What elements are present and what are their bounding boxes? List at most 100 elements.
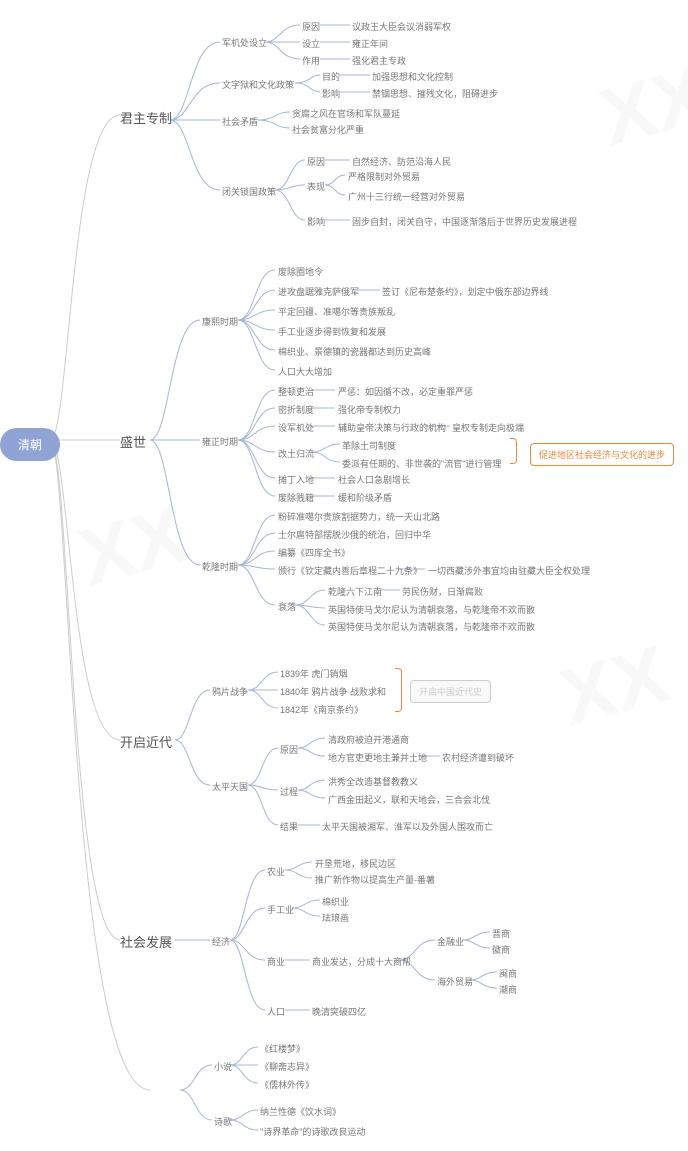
n: 乾隆时期 <box>202 560 238 573</box>
n: 签订《尼布楚条约》，划定中俄东部边界线 <box>382 285 549 298</box>
n: 清政府被迫开港通商 <box>328 733 409 746</box>
n: 军机处设立 <box>222 36 267 49</box>
n: 商业发达，分成十大商帮 <box>312 955 411 968</box>
n: 进攻盘踞雅克萨俄军 <box>278 285 359 298</box>
n: 废除贱籍 <box>278 491 314 504</box>
n: 乾隆六下江南 <box>328 585 382 598</box>
n: 影响 <box>307 215 325 228</box>
n: 农业 <box>267 865 285 878</box>
n: 1842年《南京条约》 <box>280 703 363 716</box>
n: 晋商 <box>492 927 510 940</box>
n: 金融业 <box>437 935 464 948</box>
n: 晚清突破四亿 <box>312 1005 366 1018</box>
n: 诗歌 <box>214 1115 232 1128</box>
n: 鸦片战争 <box>212 685 248 698</box>
n: 粉碎准噶尔贵族割据势力，统一天山北路 <box>278 510 440 523</box>
n: 平定回疆、准噶尔等贵族叛乱 <box>278 305 395 318</box>
n: 土尔扈特部摆脱沙俄的统治，回归中华 <box>278 528 431 541</box>
n: 广州十三行统一经营对外贸易 <box>348 190 465 203</box>
n: 皇权专制走向极端 <box>452 421 524 434</box>
n: 废除圈地令 <box>278 265 323 278</box>
n: 贪腐之风在官场和军队蔓延 <box>292 107 400 120</box>
n: 1840年 鸦片战争 战败求和 <box>280 685 386 698</box>
n: 劳民伤财，日渐腐败 <box>402 585 483 598</box>
n: 珐琅画 <box>322 911 349 924</box>
n: 广西金田起义，联和天地会，三合会北伐 <box>328 793 490 806</box>
n: 太平天国 <box>212 780 248 793</box>
n: 纳兰性德《饮水词》 <box>260 1105 341 1118</box>
co2: 开启中国近代史 <box>410 680 491 703</box>
n: 闭关锁国政策 <box>222 185 276 198</box>
n: 革除土司制度 <box>342 439 396 452</box>
n: 严惩：如因循不改，必定重罪严惩 <box>338 385 473 398</box>
brace <box>510 438 517 464</box>
n: 原因 <box>280 743 298 756</box>
n: 《聊斋志异》 <box>260 1060 314 1073</box>
n: 地方官吏更地主兼并土地 <box>328 751 427 764</box>
co1: 促进地区社会经济与文化的进步 <box>530 443 674 466</box>
n: 棉织业、景德镇的瓷器都达到历史高峰 <box>278 345 431 358</box>
n: 辅助皇帝决策与行政的机构 <box>338 421 446 434</box>
n: 社会贫富分化严重 <box>292 123 364 136</box>
n: 徽商 <box>492 943 510 956</box>
n: 经济 <box>212 935 230 948</box>
n: 康熙时期 <box>202 315 238 328</box>
n: 推广新作物以提高生产量-番薯 <box>315 873 435 886</box>
n: 委派有任期的、非世袭的"流官"进行管理 <box>342 457 501 470</box>
n: 文字狱和文化政策 <box>222 78 294 91</box>
n: 开垦荒地，移民边区 <box>315 857 396 870</box>
s4: 社会发展 <box>120 932 172 951</box>
n: 表现 <box>307 180 325 193</box>
n: 一切西藏涉外事宜均由驻藏大臣全权处理 <box>428 564 590 577</box>
n: 禁锢思想、摧残文化，阻碍进步 <box>372 87 498 100</box>
n: 摊丁入地 <box>278 473 314 486</box>
n: 缓和阶级矛盾 <box>338 491 392 504</box>
n: 严格限制对外贸易 <box>348 170 420 183</box>
n: 社会矛盾 <box>222 115 258 128</box>
n: 手工业逐步得到恢复和发展 <box>278 325 386 338</box>
n: 社会人口急剧增长 <box>338 473 410 486</box>
n: 《红楼梦》 <box>260 1042 305 1055</box>
n: 《儒林外传》 <box>260 1078 314 1091</box>
n: 太平天国被湘军、淮军以及外国人围攻而亡 <box>322 820 493 833</box>
n: 原因 <box>307 155 325 168</box>
n: 棉织业 <box>322 895 349 908</box>
n: 设立 <box>302 37 320 50</box>
n: 目的 <box>322 70 340 83</box>
n: 密折制度 <box>278 403 314 416</box>
s1: 君主专制 <box>120 108 172 127</box>
n: 人口 <box>267 1005 285 1018</box>
n: 闽商 <box>499 967 517 980</box>
n: "诗界革命"的诗歌改良运动 <box>260 1125 365 1138</box>
n: 雍正时期 <box>202 435 238 448</box>
n: 改土归流 <box>278 447 314 460</box>
n: 商业 <box>267 955 285 968</box>
n: 强化君主专政 <box>352 54 406 67</box>
n: 作用 <box>302 54 320 67</box>
n: 雍正年间 <box>352 37 388 50</box>
n: 自然经济、防范沿海人民 <box>352 155 451 168</box>
n: 设军机处 <box>278 421 314 434</box>
n: 人口大大增加 <box>278 365 332 378</box>
s2: 盛世 <box>120 432 146 451</box>
n: 固步自封，闭关自守，中国逐渐落后于世界历史发展进程 <box>352 215 577 228</box>
n: 衰落 <box>278 600 296 613</box>
n: 过程 <box>280 785 298 798</box>
n: 强化帝专制权力 <box>338 403 401 416</box>
n: 影响 <box>322 87 340 100</box>
n: 手工业 <box>267 903 294 916</box>
n: 英国特使马戈尔尼认为清朝衰落，与乾隆帝不欢而散 <box>328 620 535 633</box>
n: 原因 <box>302 20 320 33</box>
n: 结果 <box>280 820 298 833</box>
n: 小说 <box>214 1060 232 1073</box>
brace <box>395 668 402 712</box>
s3: 开启近代 <box>120 732 172 751</box>
n: 整顿吏治 <box>278 385 314 398</box>
n: 洪秀全改造基督教教义 <box>328 775 418 788</box>
n: 颁行《钦定藏内善后章程二十九条》 <box>278 564 422 577</box>
n: 1839年 虎门销烟 <box>280 667 348 680</box>
n: 农村经济遭到破坏 <box>442 751 514 764</box>
root-node: 清朝 <box>0 428 60 461</box>
n: 加强思想和文化控制 <box>372 70 453 83</box>
n: 潮商 <box>499 983 517 996</box>
